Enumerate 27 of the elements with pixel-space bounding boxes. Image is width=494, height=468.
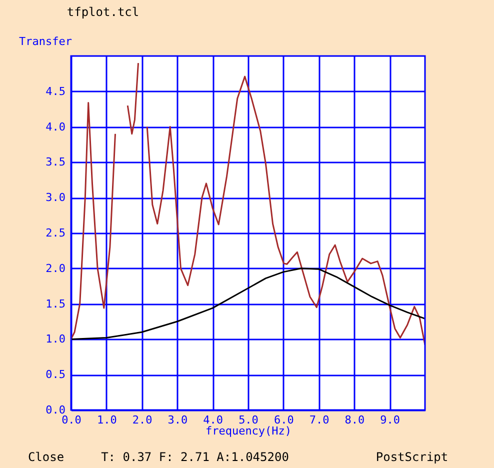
y-tick-label: 1.0 xyxy=(46,332,66,346)
text: Close xyxy=(28,450,64,464)
y-tick-label: 4.0 xyxy=(46,120,66,134)
y-tick-label: 4.5 xyxy=(46,84,66,98)
text: tfplot.tcl xyxy=(66,5,140,19)
x-tick-label: 7.0 xyxy=(309,414,330,426)
text: T: 0.37 F: 2.71 A:1.045200 xyxy=(101,450,289,464)
x-tick-label: 4.0 xyxy=(203,414,224,426)
x-tick-label: 2.0 xyxy=(132,414,152,426)
x-tick-label: 1.0 xyxy=(96,414,117,426)
x-tick-label: 5.0 xyxy=(238,414,258,426)
y-tick-label: 3.0 xyxy=(46,191,66,204)
y-tick-label: 2.0 xyxy=(46,262,66,275)
x-tick-label: 6.0 xyxy=(274,414,294,426)
y-axis-title: Transfer xyxy=(19,35,72,48)
x-tick-label: 9.0 xyxy=(380,414,400,426)
x-tick-label: 8.0 xyxy=(344,414,365,426)
y-tick-label: 3.5 xyxy=(46,156,66,169)
x-tick-label: 3.0 xyxy=(168,414,188,426)
y-tick-label: 2.5 xyxy=(46,226,66,240)
text: PostScript xyxy=(376,450,448,464)
x-axis-title: frequency(Hz) xyxy=(205,424,292,438)
x-tick-label: 0.0 xyxy=(62,414,82,426)
y-tick-label: 0.0 xyxy=(46,404,66,416)
line-series xyxy=(71,268,425,340)
y-tick-label: 1.5 xyxy=(46,297,66,310)
y-tick-label: 0.5 xyxy=(46,368,66,382)
